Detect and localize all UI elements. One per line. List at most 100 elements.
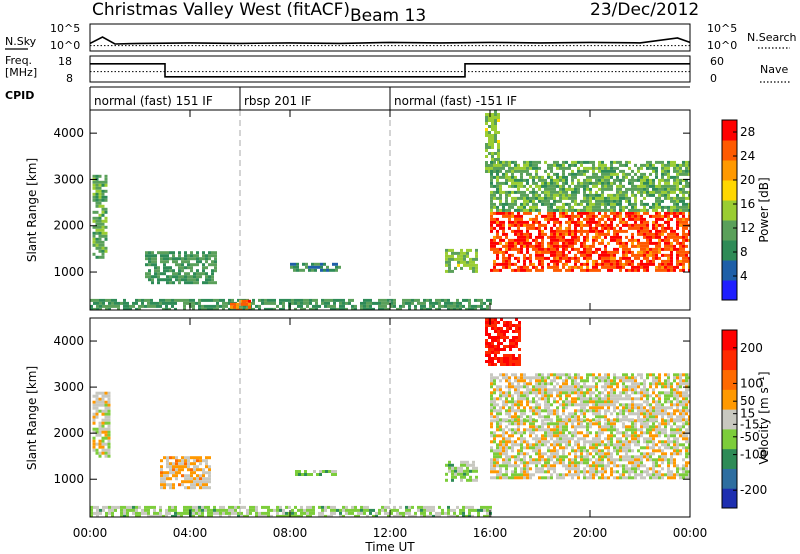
heatmap-cell — [670, 163, 673, 167]
heatmap-cell — [538, 229, 541, 233]
heatmap-cell — [502, 403, 505, 407]
heatmap-cell — [267, 508, 270, 512]
heatmap-cell — [393, 514, 396, 517]
heatmap-cell — [457, 263, 460, 267]
heatmap-cell — [101, 228, 105, 232]
heatmap-cell — [640, 464, 643, 468]
heatmap-cell — [102, 298, 105, 302]
heatmap-cell — [369, 511, 372, 515]
heatmap-cell — [610, 172, 613, 176]
heatmap-cell — [488, 345, 491, 348]
heatmap-cell — [172, 468, 175, 472]
heatmap-cell — [187, 263, 190, 267]
heatmap-cell — [502, 434, 505, 438]
heatmap-cell — [562, 449, 565, 453]
heatmap-cell — [511, 409, 514, 413]
heatmap-cell — [111, 298, 114, 302]
heatmap-cell — [670, 175, 673, 179]
heatmap-cell — [302, 268, 305, 272]
heatmap-cell — [565, 190, 568, 194]
heatmap-cell — [387, 511, 390, 515]
heatmap-cell — [634, 202, 637, 206]
heatmap-cell — [607, 217, 610, 221]
heatmap-cell — [568, 470, 571, 474]
heatmap-cell — [496, 169, 499, 173]
heatmap-cell — [264, 298, 267, 302]
heatmap-cell — [408, 298, 411, 302]
heatmap-cell — [535, 196, 538, 200]
heatmap-cell — [499, 422, 502, 426]
heatmap-cell — [288, 298, 291, 302]
heatmap-cell — [311, 268, 314, 272]
heatmap-cell — [529, 443, 532, 447]
heatmap-cell — [160, 272, 163, 276]
heatmap-cell — [637, 473, 640, 477]
heatmap-cell — [571, 379, 574, 383]
heatmap-cell — [92, 243, 96, 247]
heatmap-cell — [559, 235, 562, 239]
heatmap-cell — [505, 211, 508, 215]
heatmap-cell — [619, 259, 622, 263]
heatmap-cell — [619, 238, 622, 242]
heatmap-cell — [583, 181, 586, 185]
heatmap-cell — [583, 437, 586, 441]
heatmap-cell — [589, 409, 592, 413]
heatmap-cell — [123, 301, 126, 305]
heatmap-cell — [562, 400, 565, 404]
heatmap-cell — [162, 301, 165, 305]
heatmap-cell — [601, 223, 604, 227]
heatmap-cell — [166, 462, 169, 466]
heatmap-cell — [586, 434, 589, 438]
heatmap-cell — [509, 354, 512, 357]
heatmap-cell — [505, 190, 508, 194]
heatmap-cell — [306, 505, 309, 509]
heatmap-cell — [577, 238, 580, 242]
heatmap-cell — [628, 476, 631, 480]
heatmap-cell — [491, 363, 494, 366]
heatmap-cell — [515, 330, 518, 333]
heatmap-cell — [565, 220, 568, 224]
heatmap-cell — [631, 193, 634, 197]
heatmap-cell — [336, 298, 339, 302]
heatmap-cell — [682, 178, 685, 182]
heatmap-cell — [178, 278, 181, 282]
heatmap-cell — [123, 298, 126, 302]
heatmap-cell — [595, 166, 598, 170]
heatmap-cell — [166, 477, 169, 481]
heatmap-cell — [610, 163, 613, 167]
heatmap-cell — [98, 255, 102, 259]
heatmap-cell — [613, 443, 616, 447]
heatmap-cell — [429, 298, 432, 302]
heatmap-cell — [213, 298, 216, 302]
heatmap-cell — [529, 196, 532, 200]
cpid-segment-label: normal (fast) -151 IF — [394, 94, 517, 108]
heatmap-cell — [676, 193, 679, 197]
heatmap-cell — [168, 511, 171, 515]
heatmap-cell — [538, 208, 541, 212]
heatmap-cell — [500, 342, 503, 345]
heatmap-cell — [565, 178, 568, 182]
heatmap-cell — [505, 172, 508, 176]
heatmap-cell — [92, 183, 96, 187]
heatmap-cell — [685, 181, 688, 185]
heatmap-cell — [607, 268, 610, 272]
heatmap-cell — [505, 473, 508, 477]
heatmap-cell — [673, 160, 676, 164]
heatmap-cell — [685, 250, 688, 254]
heatmap-cell — [541, 259, 544, 263]
heatmap-cell — [580, 184, 583, 188]
heatmap-cell — [556, 172, 559, 176]
heatmap-cell — [562, 464, 565, 468]
heatmap-cell — [491, 113, 494, 116]
heatmap-cell — [393, 301, 396, 305]
heatmap-cell — [652, 247, 655, 251]
heatmap-cell — [538, 178, 541, 182]
heatmap-cell — [496, 425, 499, 429]
heatmap-cell — [511, 470, 514, 474]
heatmap-cell — [550, 187, 553, 191]
heatmap-cell — [357, 511, 360, 515]
heatmap-cell — [544, 250, 547, 254]
heatmap-cell — [234, 511, 237, 515]
heatmap-cell — [98, 454, 102, 458]
heatmap-cell — [243, 505, 246, 509]
